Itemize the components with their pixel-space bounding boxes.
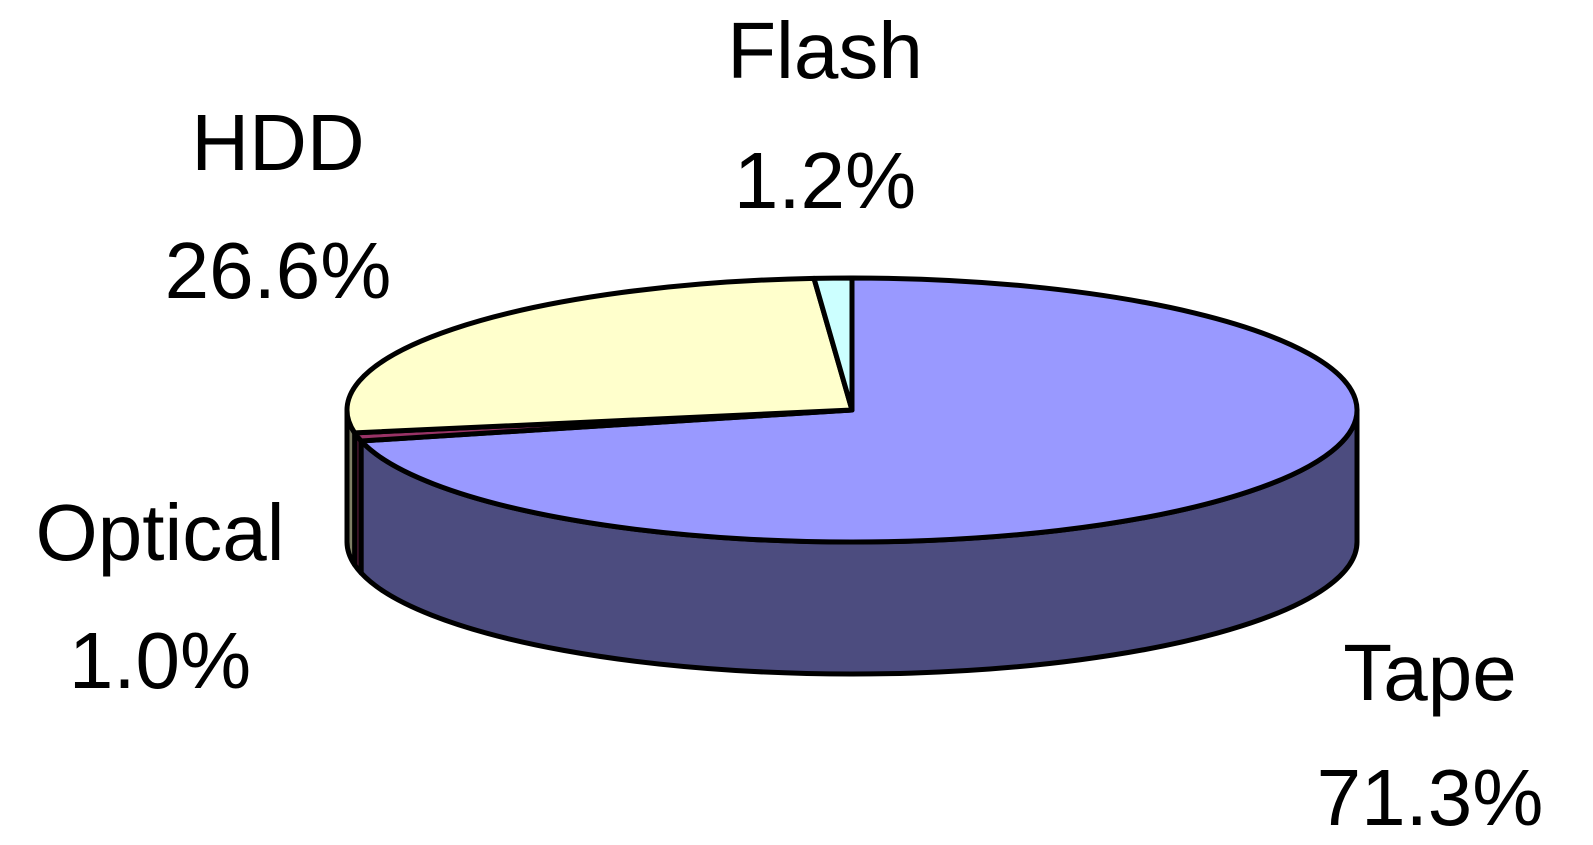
slice-value-tape: 71.3% <box>1317 753 1544 842</box>
slice-label-flash: Flash <box>727 6 923 95</box>
pie-top-faces <box>344 275 1360 545</box>
slice-label-hdd: HDD <box>191 98 364 187</box>
slice-value-optical: 1.0% <box>69 616 251 705</box>
slice-value-flash: 1.2% <box>734 136 916 225</box>
pie-slice-labels: Tape 71.3% Optical 1.0% HDD 26.6% Flash 1.2% <box>36 6 1544 842</box>
pie-slice-tape <box>358 275 1360 545</box>
slice-value-hdd: 26.6% <box>165 226 392 315</box>
pie-slice-hdd <box>344 275 855 436</box>
pie-slice-flash <box>811 275 855 413</box>
slice-label-tape: Tape <box>1343 628 1516 717</box>
slice-label-optical: Optical <box>36 488 285 577</box>
